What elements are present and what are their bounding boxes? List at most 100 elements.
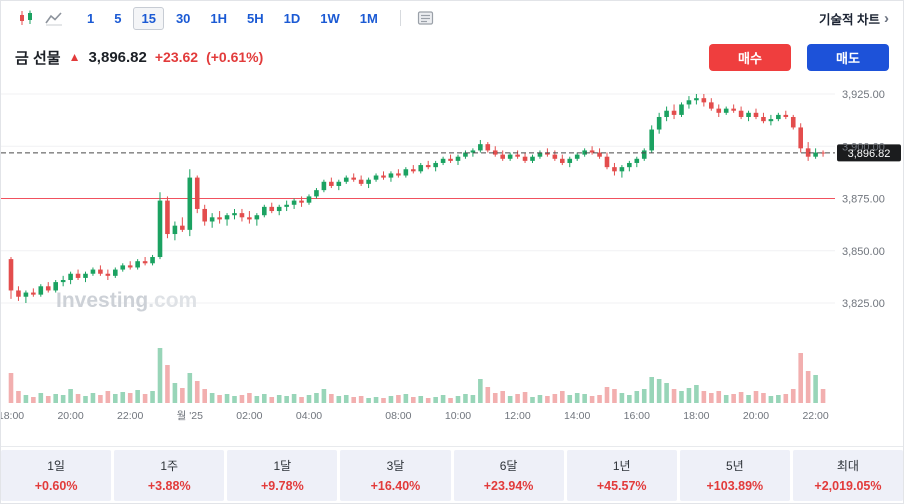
perf-label: 6달 (499, 459, 518, 473)
perf-cell-1m[interactable]: 1달 +9.78% (227, 450, 338, 501)
perf-cell-5y[interactable]: 5년 +103.89% (679, 450, 790, 501)
volume-bar (612, 389, 617, 403)
buy-button[interactable]: 매수 (709, 43, 791, 71)
volume-bar (343, 395, 349, 403)
perf-value: +16.40% (370, 479, 421, 493)
candle-body (127, 265, 133, 268)
volume-bar (194, 381, 200, 403)
candle-body (746, 112, 751, 117)
volume-bar (783, 394, 789, 403)
volume-bar (224, 394, 230, 403)
volume-bar (776, 395, 781, 403)
perf-cell-6m[interactable]: 6달 +23.94% (453, 450, 564, 501)
volume-bar (180, 388, 185, 403)
volume-bar (23, 395, 29, 403)
volume-bar (209, 393, 215, 403)
candle-body (664, 110, 669, 117)
volume-bar (232, 396, 237, 403)
candle-body (150, 257, 155, 264)
tf-button-30[interactable]: 30 (168, 7, 198, 30)
perf-value: +103.89% (706, 479, 764, 493)
volume-bar (425, 398, 431, 403)
candlestick-chart-icon[interactable] (15, 8, 37, 28)
volume-bar (634, 391, 640, 403)
price-volume-chart[interactable]: Investing.com 3,896.82 3,925.00 3,900.00 3,8… (1, 79, 903, 427)
candle-body (709, 102, 714, 109)
technical-chart-link[interactable]: 기술적 차트 › (819, 9, 889, 28)
candle-body (276, 206, 282, 212)
candle-body (813, 152, 818, 157)
volume-bar (627, 395, 632, 403)
volume-bar (448, 398, 453, 403)
candle-body (433, 162, 438, 168)
volume-bar (142, 394, 148, 403)
tf-button-1w[interactable]: 1W (312, 7, 348, 30)
perf-value: +0.60% (34, 479, 78, 493)
tf-button-15[interactable]: 15 (133, 6, 164, 30)
volume-bar (217, 395, 222, 403)
candle-body (716, 108, 722, 113)
volume-bar (157, 348, 163, 403)
x-axis-tick-label: 02:00 (236, 410, 262, 422)
volume-bar (68, 389, 73, 403)
perf-cell-max[interactable]: 최대 +2,019.05% (792, 450, 903, 501)
volume-bar (597, 395, 602, 403)
candle-body (321, 181, 327, 191)
candle-body (381, 175, 386, 178)
candle-body (98, 269, 103, 274)
candle-body (291, 200, 297, 205)
tf-button-1d[interactable]: 1D (276, 7, 309, 30)
volume-bar (604, 387, 610, 403)
candle-body (187, 177, 193, 230)
volume-bar (619, 393, 625, 403)
candle-body (567, 158, 573, 163)
perf-cell-1y[interactable]: 1년 +45.57% (566, 450, 677, 501)
volume-bar (150, 391, 155, 403)
volume-bar (723, 395, 729, 403)
perf-value: +3.88% (147, 479, 191, 493)
volume-bar (31, 397, 36, 403)
volume-bar (38, 393, 44, 403)
perf-cell-1w[interactable]: 1주 +3.88% (114, 450, 225, 501)
line-chart-icon[interactable] (43, 8, 65, 28)
volume-bar (552, 394, 558, 403)
volume-bar (284, 396, 289, 403)
perf-cell-1d[interactable]: 1일 +0.60% (1, 450, 112, 501)
candle-body (314, 190, 319, 197)
news-panel-icon[interactable] (415, 8, 437, 28)
candle-body (805, 148, 811, 157)
overlay-layer: 3,896.82 (1, 144, 901, 162)
volume-bar (8, 373, 14, 403)
volume-bar (16, 391, 21, 403)
candle-body (604, 156, 610, 168)
candle-body (798, 127, 803, 149)
tf-button-1h[interactable]: 1H (202, 7, 235, 30)
volume-bar (671, 389, 677, 403)
perf-cell-3m[interactable]: 3달 +16.40% (340, 450, 451, 501)
candle-body (731, 108, 736, 111)
perf-value: +23.94% (483, 479, 534, 493)
candle-body (351, 177, 356, 180)
technical-chart-label: 기술적 차트 (819, 12, 880, 27)
volume-bar (560, 391, 565, 403)
tf-button-5[interactable]: 5 (106, 7, 129, 30)
x-axis-tick-label: 04:00 (296, 410, 322, 422)
candle-body (738, 110, 744, 117)
candle-body (627, 162, 632, 168)
candle-body (485, 144, 491, 151)
candle-body (202, 208, 207, 222)
volume-bar (478, 379, 483, 403)
price-up-arrow-icon: ▲ (68, 50, 81, 64)
volume-bar (820, 389, 826, 403)
price-header: 금 선물 ▲ 3,896.82 +23.62 (+0.61%) 매수 매도 (1, 35, 903, 79)
tf-button-1m[interactable]: 1M (352, 7, 386, 30)
candle-body (373, 175, 379, 180)
candle-body (694, 98, 699, 101)
axis-labels-layer: 3,925.00 3,900.00 3,875.00 3,850.00 3,825.00… (1, 89, 885, 422)
tf-button-5h[interactable]: 5H (239, 7, 272, 30)
tf-button-1[interactable]: 1 (79, 7, 102, 30)
volume-bar (746, 395, 751, 403)
candle-body (16, 290, 21, 297)
sell-button[interactable]: 매도 (807, 43, 889, 71)
volume-bar (515, 394, 520, 403)
